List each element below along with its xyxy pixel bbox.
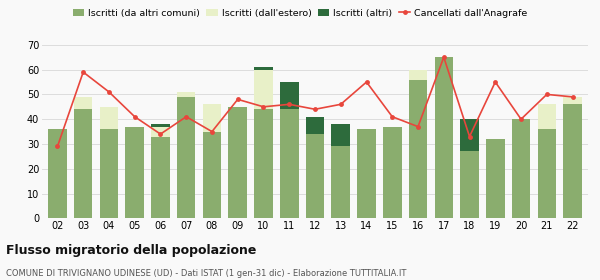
Cancellati dall'Anagrafe <box>182 115 190 118</box>
Cancellati dall'Anagrafe <box>311 108 319 111</box>
Bar <box>151 127 170 137</box>
Text: COMUNE DI TRIVIGNANO UDINESE (UD) - Dati ISTAT (1 gen-31 dic) - Elaborazione TUT: COMUNE DI TRIVIGNANO UDINESE (UD) - Dati… <box>6 269 406 278</box>
Cancellati dall'Anagrafe <box>157 132 164 136</box>
Bar <box>306 134 324 218</box>
Bar <box>74 97 92 109</box>
Bar <box>177 97 196 218</box>
Cancellati dall'Anagrafe <box>440 55 448 59</box>
Bar <box>383 127 401 218</box>
Bar <box>331 146 350 218</box>
Cancellati dall'Anagrafe <box>286 103 293 106</box>
Cancellati dall'Anagrafe <box>517 118 524 121</box>
Bar <box>331 124 350 146</box>
Bar <box>125 127 144 218</box>
Bar <box>434 57 453 218</box>
Cancellati dall'Anagrafe <box>491 80 499 84</box>
Bar <box>280 109 299 218</box>
Bar <box>306 117 324 134</box>
Cancellati dall'Anagrafe <box>466 135 473 138</box>
Cancellati dall'Anagrafe <box>389 115 396 118</box>
Bar <box>151 137 170 218</box>
Bar <box>563 97 582 104</box>
Bar <box>177 92 196 97</box>
Cancellati dall'Anagrafe <box>106 90 113 94</box>
Bar <box>254 67 273 70</box>
Line: Cancellati dall'Anagrafe: Cancellati dall'Anagrafe <box>55 55 575 149</box>
Bar <box>100 129 118 218</box>
Bar <box>203 104 221 132</box>
Bar <box>460 119 479 151</box>
Bar <box>229 107 247 218</box>
Bar <box>100 107 118 129</box>
Cancellati dall'Anagrafe <box>80 70 87 74</box>
Cancellati dall'Anagrafe <box>415 125 422 128</box>
Bar <box>203 132 221 218</box>
Bar <box>74 109 92 218</box>
Bar <box>254 70 273 109</box>
Bar <box>512 119 530 218</box>
Cancellati dall'Anagrafe <box>54 145 61 148</box>
Bar <box>254 109 273 218</box>
Cancellati dall'Anagrafe <box>569 95 576 99</box>
Bar <box>538 129 556 218</box>
Bar <box>48 129 67 218</box>
Cancellati dall'Anagrafe <box>208 130 215 133</box>
Bar <box>409 70 427 80</box>
Bar <box>409 80 427 218</box>
Cancellati dall'Anagrafe <box>337 103 344 106</box>
Cancellati dall'Anagrafe <box>260 105 267 108</box>
Cancellati dall'Anagrafe <box>543 93 550 96</box>
Bar <box>280 82 299 109</box>
Bar <box>357 129 376 218</box>
Bar <box>460 151 479 218</box>
Bar <box>538 104 556 129</box>
Bar <box>563 104 582 218</box>
Cancellati dall'Anagrafe <box>131 115 139 118</box>
Bar <box>486 139 505 218</box>
Cancellati dall'Anagrafe <box>363 80 370 84</box>
Bar <box>151 124 170 127</box>
Legend: Iscritti (da altri comuni), Iscritti (dall'estero), Iscritti (altri), Cancellati: Iscritti (da altri comuni), Iscritti (da… <box>69 5 531 22</box>
Cancellati dall'Anagrafe <box>234 98 241 101</box>
Text: Flusso migratorio della popolazione: Flusso migratorio della popolazione <box>6 244 256 256</box>
